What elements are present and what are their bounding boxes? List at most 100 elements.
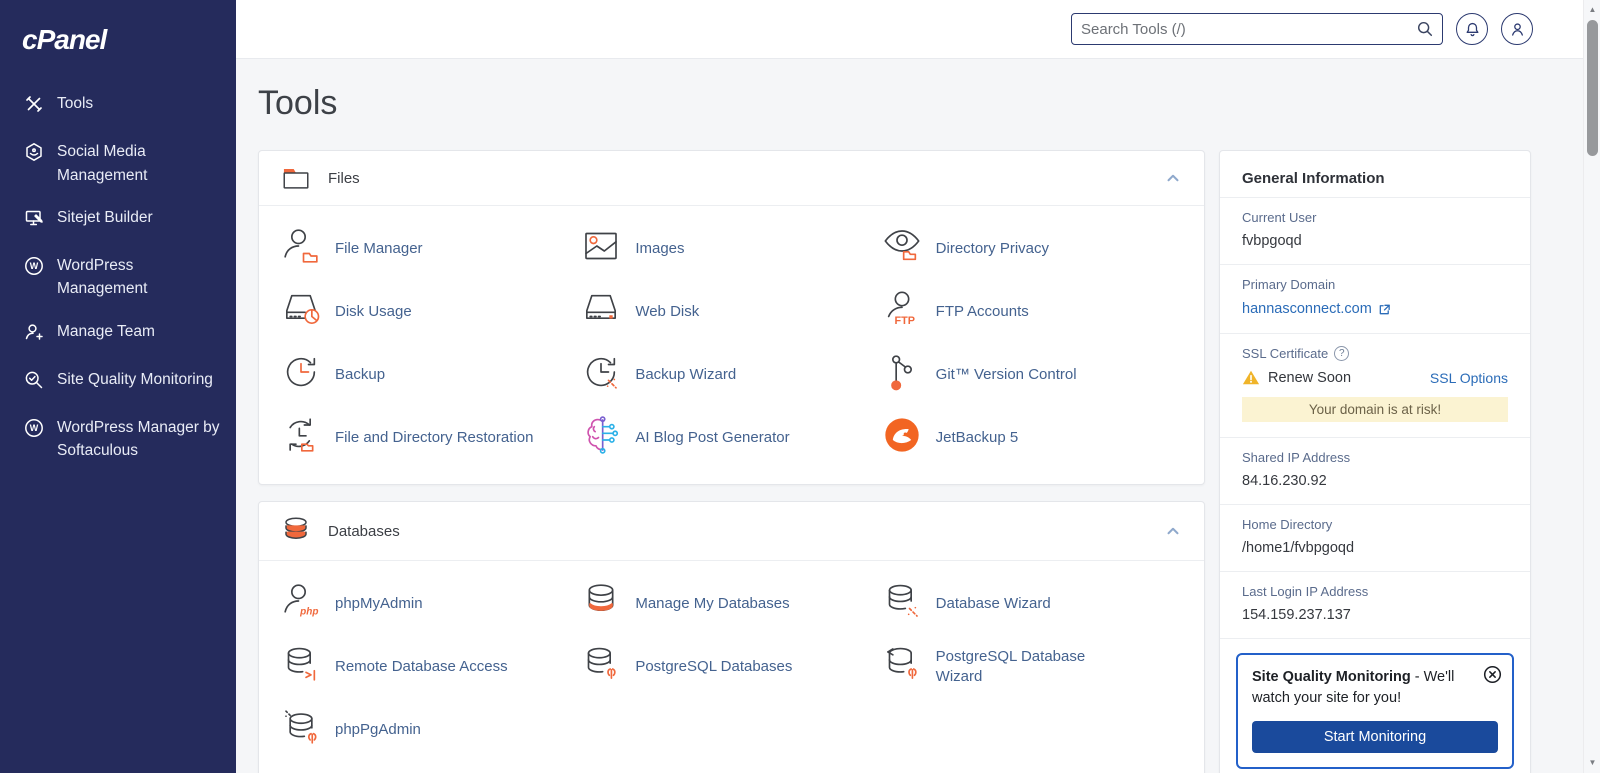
tool-phpmyadmin[interactable]: php phpMyAdmin	[281, 581, 581, 626]
postgresql-icon	[581, 644, 621, 689]
primary-domain-link[interactable]: hannasconnect.com	[1242, 301, 1391, 317]
tool-ftp-accounts[interactable]: FTP FTP Accounts	[882, 289, 1182, 334]
start-monitoring-button[interactable]: Start Monitoring	[1252, 721, 1498, 754]
add-user-icon	[24, 320, 44, 349]
sidebar-item-label: WordPress Management	[57, 257, 148, 298]
svg-text:W: W	[30, 261, 39, 271]
search-box	[1071, 13, 1443, 45]
tool-label[interactable]: AI Blog Post Generator	[635, 428, 790, 446]
sidebar-item-social-media-management[interactable]: Social Media Management	[24, 140, 228, 187]
chevron-up-icon[interactable]	[1164, 522, 1182, 540]
tool-ai-blog-post-generator[interactable]: AI Blog Post Generator	[581, 415, 881, 460]
sidebar-item-site-quality-monitoring[interactable]: Site Quality Monitoring	[24, 368, 228, 397]
disk-usage-icon	[281, 289, 321, 334]
info-label: Primary Domain	[1242, 277, 1336, 292]
files-section-header: Files	[259, 151, 1204, 206]
tool-phppgadmin[interactable]: phpPgAdmin	[281, 707, 581, 752]
external-link-icon	[1378, 303, 1391, 316]
tool-label[interactable]: Git™ Version Control	[935, 365, 1077, 383]
tool-label[interactable]: File and Directory Restoration	[335, 428, 534, 446]
search-input[interactable]	[1081, 20, 1416, 38]
phpmyadmin-icon: php	[281, 581, 321, 626]
tool-git-version-control[interactable]: Git™ Version Control	[882, 352, 1182, 397]
info-label: SSL Certificate ?	[1242, 346, 1508, 361]
tool-postgresql-database-wizard[interactable]: PostgreSQL Database Wizard	[882, 644, 1182, 689]
tool-label[interactable]: PostgreSQL Databases	[635, 657, 793, 675]
sidebar-item-label: Tools	[57, 95, 94, 112]
tool-jetbackup-5[interactable]: JetBackup 5	[882, 415, 1182, 460]
info-label: Last Login IP Address	[1242, 584, 1369, 599]
search-icon[interactable]	[1416, 20, 1434, 38]
svg-text:php: php	[299, 606, 318, 617]
tool-images[interactable]: Images	[581, 226, 881, 271]
web-disk-icon	[581, 289, 621, 334]
file-manager-icon	[281, 226, 321, 271]
sidebar-item-sitejet-builder[interactable]: Sitejet Builder	[24, 206, 228, 235]
tool-database-wizard[interactable]: Database Wizard	[882, 581, 1182, 626]
sidebar-item-wordpress-management[interactable]: W WordPress Management	[24, 254, 228, 301]
tool-label[interactable]: Disk Usage	[335, 302, 412, 320]
sidebar: cPanel Tools Social Media Management Sit…	[0, 0, 236, 773]
help-icon[interactable]: ?	[1334, 346, 1350, 361]
top-bar	[236, 0, 1583, 59]
postgresql-wizard-icon	[882, 644, 922, 689]
user-icon	[1509, 21, 1526, 38]
tool-backup[interactable]: Backup	[281, 352, 581, 397]
scrollbar-thumb[interactable]	[1587, 20, 1598, 156]
tool-label[interactable]: Images	[635, 239, 685, 257]
tool-directory-privacy[interactable]: Directory Privacy	[882, 226, 1182, 271]
user-menu-button[interactable]	[1501, 13, 1533, 45]
tool-label[interactable]: Remote Database Access	[335, 657, 508, 675]
tool-backup-wizard[interactable]: Backup Wizard	[581, 352, 881, 397]
tool-label[interactable]: File Manager	[335, 239, 423, 257]
sidebar-item-wordpress-manager-softaculous[interactable]: W WordPress Manager by Softaculous	[24, 416, 228, 463]
monitor-pen-icon	[24, 206, 44, 235]
tool-label[interactable]: Manage My Databases	[635, 594, 790, 612]
tool-remote-database-access[interactable]: Remote Database Access	[281, 644, 581, 689]
tool-label[interactable]: FTP Accounts	[935, 302, 1029, 320]
tool-manage-my-databases[interactable]: Manage My Databases	[581, 581, 881, 626]
file-restoration-icon	[281, 415, 321, 460]
ftp-accounts-icon: FTP	[882, 289, 922, 334]
scroll-up-arrow[interactable]: ▲	[1588, 5, 1597, 14]
general-information-panel: General Information Current User fvbpgoq…	[1219, 150, 1531, 773]
files-tool-grid: File Manager Images Directory Privacy Di…	[259, 206, 1204, 484]
tool-label[interactable]: JetBackup 5	[935, 428, 1019, 446]
sidebar-item-manage-team[interactable]: Manage Team	[24, 320, 228, 349]
tool-label[interactable]: phpPgAdmin	[335, 720, 421, 738]
notifications-button[interactable]	[1456, 13, 1488, 45]
sidebar-item-label: Site Quality Monitoring	[57, 370, 213, 388]
tool-label[interactable]: Directory Privacy	[935, 239, 1050, 257]
tool-label[interactable]: phpMyAdmin	[335, 594, 423, 612]
database-icon	[281, 516, 311, 546]
magnifier-check-icon	[24, 368, 44, 397]
bell-icon	[1464, 21, 1481, 38]
tool-label[interactable]: PostgreSQL Database Wizard	[935, 648, 1086, 685]
info-row-last-login-ip: Last Login IP Address 154.159.237.137	[1220, 571, 1530, 638]
vertical-scrollbar[interactable]: ▲ ▼	[1583, 0, 1600, 773]
tool-disk-usage[interactable]: Disk Usage	[281, 289, 581, 334]
scroll-down-arrow[interactable]: ▼	[1588, 758, 1597, 767]
shared-ip-value: 84.16.230.92	[1242, 473, 1327, 489]
tools-icon	[24, 92, 44, 121]
tool-postgresql-databases[interactable]: PostgreSQL Databases	[581, 644, 881, 689]
close-icon[interactable]	[1483, 665, 1502, 684]
home-directory-value: /home1/fvbpgoqd	[1242, 540, 1355, 556]
chevron-up-icon[interactable]	[1164, 169, 1182, 187]
ssl-options-link[interactable]: SSL Options	[1429, 369, 1508, 386]
tool-label[interactable]: Web Disk	[635, 302, 700, 320]
tool-label[interactable]: Backup Wizard	[635, 365, 737, 383]
jetbackup-logo-icon	[882, 415, 922, 460]
tool-web-disk[interactable]: Web Disk	[581, 289, 881, 334]
tool-file-manager[interactable]: File Manager	[281, 226, 581, 271]
section-title: Databases	[328, 522, 400, 540]
tool-label[interactable]: Database Wizard	[935, 594, 1051, 612]
sidebar-item-tools[interactable]: Tools	[24, 92, 228, 121]
tool-file-directory-restoration[interactable]: File and Directory Restoration	[281, 415, 581, 460]
info-row-ssl-certificate: SSL Certificate ? Renew Soon SSL Options…	[1220, 333, 1530, 437]
info-row-shared-ip: Shared IP Address 84.16.230.92	[1220, 437, 1530, 504]
social-media-icon	[24, 140, 44, 169]
tool-label[interactable]: Backup	[335, 365, 386, 383]
images-icon	[581, 226, 621, 271]
cpanel-logo[interactable]: cPanel	[22, 24, 107, 55]
